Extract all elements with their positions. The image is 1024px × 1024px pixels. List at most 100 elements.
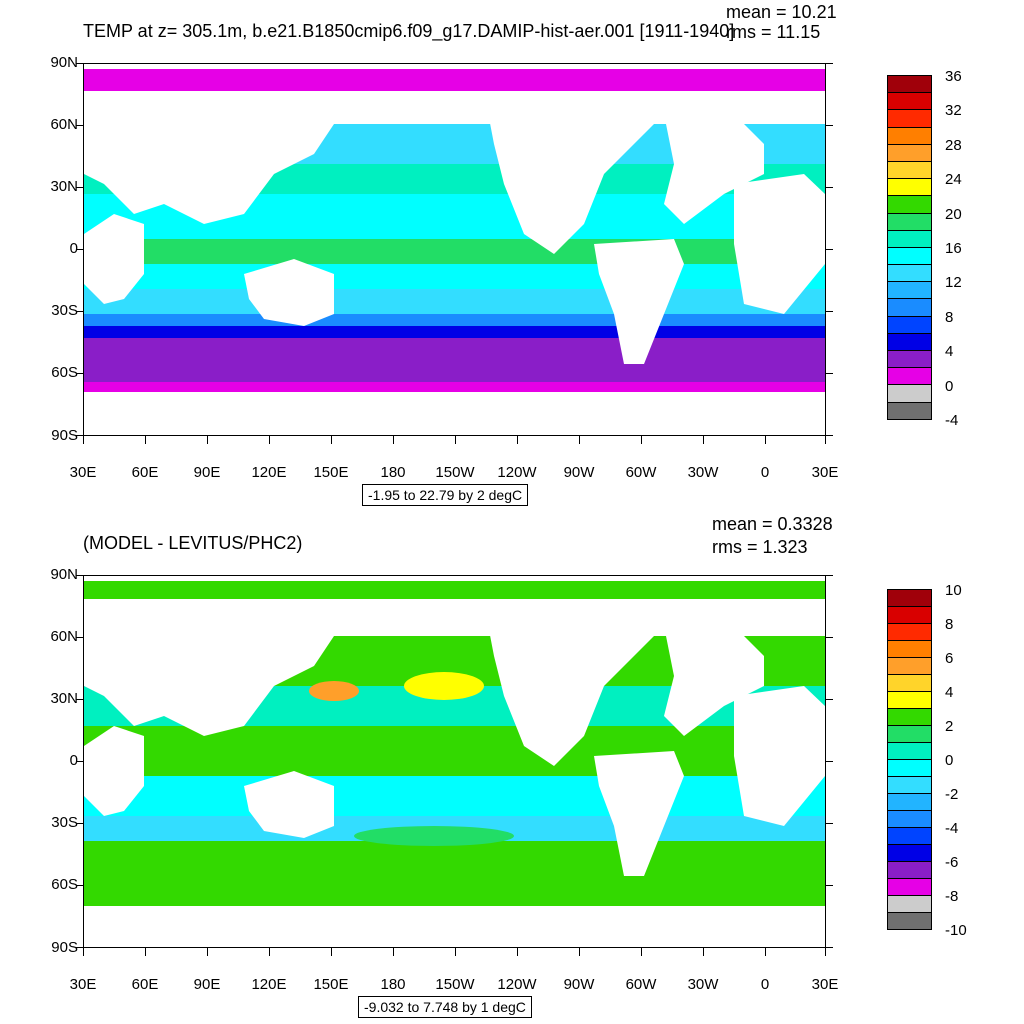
colorbar-label: 20 — [945, 205, 962, 223]
colorbar-cell — [887, 861, 932, 879]
colorbar-label: 10 — [945, 582, 962, 599]
lat-label-30n: 30N — [50, 178, 78, 195]
lat-label-60s: 60S — [51, 364, 78, 381]
lon-label-90e: 90E — [193, 464, 221, 481]
bottom-rms: rms = 1.323 — [712, 537, 808, 557]
lon-label-150e: 150E — [313, 464, 349, 481]
lon-label-180: 180 — [380, 464, 406, 481]
colorbar-label: 4 — [945, 684, 954, 701]
lon-label-90e: 90E — [193, 976, 221, 993]
colorbar-cell — [887, 793, 932, 811]
colorbar-cell — [887, 126, 932, 145]
colorbar-cell — [887, 332, 932, 351]
colorbar-cell — [887, 844, 932, 862]
lat-label-90n: 90N — [50, 566, 78, 583]
colorbar-cell — [887, 895, 932, 913]
top-map-field — [84, 64, 825, 435]
colorbar-cell — [887, 298, 932, 317]
top-mean: mean = 10.21 — [726, 2, 837, 22]
colorbar-cell — [887, 589, 932, 607]
colorbar-cell — [887, 691, 932, 709]
colorbar-cell — [887, 401, 932, 420]
colorbar-cell — [887, 143, 932, 162]
colorbar-cell — [887, 878, 932, 896]
colorbar-label: 0 — [945, 752, 954, 769]
bottom-range-box: -9.032 to 7.748 by 1 degC — [358, 996, 532, 1018]
colorbar-cell — [887, 160, 932, 180]
lon-label-90w: 90W — [563, 464, 595, 481]
top-range-box: -1.95 to 22.79 by 2 degC — [362, 484, 529, 506]
bottom-map-field — [84, 576, 825, 947]
lon-label-60e: 60E — [131, 464, 159, 481]
lon-label-150w: 150W — [435, 976, 475, 993]
top-rms: rms = 11.15 — [726, 22, 821, 42]
colorbar-label: 12 — [945, 274, 962, 292]
lon-label-120e: 120E — [251, 464, 287, 481]
colorbar-label: 36 — [945, 68, 962, 85]
bottom-map — [83, 575, 826, 948]
colorbar-label: 6 — [945, 650, 954, 667]
lon-label-120e: 120E — [251, 976, 287, 993]
lon-label-90w: 90W — [563, 976, 595, 993]
lat-label-60n: 60N — [50, 628, 78, 645]
colorbar-cell — [887, 212, 932, 231]
colorbar-cell — [887, 674, 932, 692]
top-panel: TEMP at z= 305.1m, b.e21.B1850cmip6.f09_… — [50, 2, 962, 506]
top-map — [83, 63, 826, 436]
colorbar-label: 16 — [945, 240, 962, 257]
lon-label-180: 180 — [380, 976, 406, 993]
colorbar-cell — [887, 606, 932, 624]
lat-label-60n: 60N — [50, 116, 78, 133]
lon-label-150e: 150E — [313, 976, 349, 993]
colorbar-label: -4 — [945, 412, 959, 429]
lon-label-60w: 60W — [625, 464, 657, 481]
colorbar-cell — [887, 384, 932, 403]
lat-label-30s: 30S — [51, 302, 78, 319]
colorbar-cell — [887, 810, 932, 828]
lat-label-0: 0 — [69, 752, 78, 769]
lon-label-30e-end: 30E — [811, 464, 839, 481]
top-colorbar — [887, 75, 932, 420]
top-title: TEMP at z= 305.1m, b.e21.B1850cmip6.f09_… — [83, 21, 735, 41]
colorbar-label: -4 — [945, 820, 959, 837]
colorbar-cell — [887, 109, 932, 128]
colorbar-cell — [887, 827, 932, 845]
colorbar-cell — [887, 92, 932, 111]
colorbar-label: 0 — [945, 377, 954, 395]
colorbar-label: 32 — [945, 102, 962, 120]
colorbar-cell — [887, 657, 932, 675]
colorbar-cell — [887, 350, 932, 369]
colorbar-cell — [887, 708, 932, 726]
lon-label-0: 0 — [760, 464, 770, 481]
lon-label-30e: 30E — [69, 976, 97, 993]
lat-label-30n: 30N — [50, 690, 78, 707]
colorbar-cell — [887, 281, 932, 300]
lat-label-90s: 90S — [51, 939, 78, 956]
colorbar-cell — [887, 725, 932, 743]
lon-label-120w: 120W — [497, 976, 537, 993]
colorbar-cell — [887, 776, 932, 794]
colorbar-label: -10 — [945, 922, 967, 939]
lon-label-60w: 60W — [625, 976, 657, 993]
lon-label-60e: 60E — [131, 976, 159, 993]
lon-label-30e-end: 30E — [811, 976, 839, 993]
lat-label-90n: 90N — [50, 54, 78, 71]
colorbar-cell — [887, 264, 932, 283]
colorbar-label: 28 — [945, 136, 962, 154]
bottom-colorbar — [887, 589, 932, 930]
lat-label-60s: 60S — [51, 876, 78, 893]
bottom-mean: mean = 0.3328 — [712, 514, 833, 534]
colorbar-label: 8 — [945, 616, 954, 633]
colorbar-cell — [887, 315, 932, 334]
colorbar-cell — [887, 640, 932, 658]
lon-label-30e: 30E — [69, 464, 97, 481]
colorbar-label: 4 — [945, 343, 954, 361]
colorbar-label: -6 — [945, 854, 959, 871]
lon-label-30w: 30W — [687, 976, 719, 993]
colorbar-cell — [887, 367, 932, 386]
colorbar-cell — [887, 912, 932, 930]
colorbar-cell — [887, 759, 932, 777]
colorbar-label: 24 — [945, 171, 962, 189]
colorbar-cell — [887, 195, 932, 214]
colorbar-cell — [887, 246, 932, 266]
